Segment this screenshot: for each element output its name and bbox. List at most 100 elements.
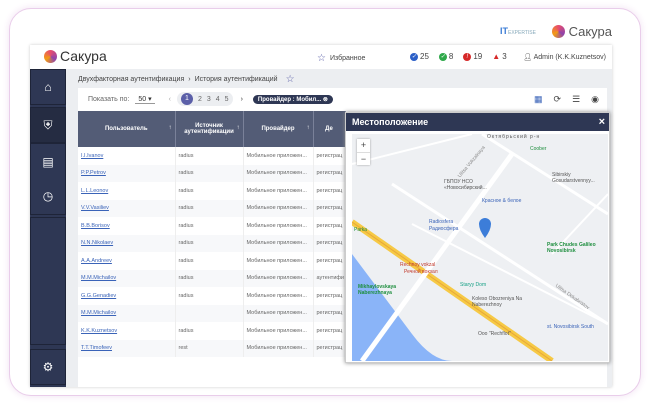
cell-source: radius [175,269,244,287]
gear-icon: ⚙ [42,360,54,374]
cell-action: регистрац [313,234,346,252]
cell-provider: Мобильное приложен... [243,252,314,270]
table-row[interactable]: L.L.Leonov radius Мобильное приложен... рег… [78,182,346,200]
cell-user: V.V.Vasiliev [78,199,176,217]
cell-provider: Мобильное приложен... [243,147,314,165]
cell-provider: Мобильное приложен... [243,234,314,252]
table-row[interactable]: B.B.Borisov radius Мобильное приложен... ре… [78,217,346,235]
cell-provider: Мобильное приложен... [243,322,314,340]
page-size-select[interactable]: 50 ▾ [135,95,155,104]
view-icon[interactable]: ◉ [591,94,599,104]
sidebar-empty [30,217,66,345]
map-label: Речной вокзал [404,269,438,275]
brand-logo-top: Сакура [551,24,612,39]
table-row[interactable]: G.G.Genadiev radius Мобильное приложен... р… [78,287,346,305]
table-row[interactable]: I.I.Ivanov radius Мобильное приложен... рег… [78,147,346,165]
refresh-icon[interactable]: ⟳ [553,94,562,104]
sidebar: ⌂ ⛨ ▤ ◷ ⚙ [30,69,66,387]
user-menu[interactable]: 👤︎ Admin (K.K.Kuznetsov) [523,54,606,61]
user-link[interactable]: N.N.Nikolaev [81,240,114,247]
user-link[interactable]: I.I.Ivanov [81,152,104,159]
next-page-button[interactable]: › [240,95,243,103]
status-counts: ✓ 25 ✓ 8 ! 19 ▲ 3 [410,52,507,61]
user-link[interactable]: P.P.Petrov [81,170,106,177]
cell-source: rest [175,339,244,357]
app-logo[interactable]: Сакура [44,48,107,64]
favorites-link[interactable]: ☆ Избранное [317,53,366,64]
user-link[interactable]: T.T.Timofeev [81,345,112,352]
count-warning[interactable]: ▲ 3 [492,52,507,61]
sidebar-settings[interactable]: ⚙ [30,349,66,385]
table-row[interactable]: K.K.Kuznetsov radius Мобильное приложен...… [78,322,346,340]
cell-provider: Мобильное приложен... [243,217,314,235]
user-link[interactable]: V.V.Vasiliev [81,205,109,212]
zoom-in-button[interactable]: + [357,139,370,153]
warning-icon: ▲ [492,52,501,61]
star-icon[interactable]: ☆ [285,74,295,85]
page-button[interactable]: 5 [224,95,229,103]
cell-user: T.T.Timofeev [78,339,176,357]
column-header-action[interactable]: Де [313,111,346,147]
map-label: Sibirskiy Gosudarstvennyy... [552,172,595,184]
breadcrumb-item[interactable]: Двухфакторная аутентификация [78,76,185,83]
map-label: ГБПОУ НСО «Новосибирский... [444,179,487,191]
sidebar-home[interactable]: ⌂ [30,69,66,105]
user-link[interactable]: G.G.Genadiev [81,292,117,299]
top-bar: Сакура ☆ Избранное ✓ 25 ✓ 8 ! 19 ▲ 3 👤︎ Admin… [30,45,612,69]
sidebar-security[interactable]: ⛨ [30,107,66,143]
user-link[interactable]: K.K.Kuznetsov [81,327,118,334]
count-info[interactable]: ✓ 25 [410,52,429,61]
count-success[interactable]: ✓ 8 [438,52,454,61]
column-header-user[interactable]: Пользователь ↑ [78,111,176,147]
cell-source: radius [175,164,244,182]
user-link[interactable]: L.L.Leonov [81,187,109,194]
column-header-source[interactable]: Источник аутентификации ↑ [175,111,244,147]
cell-source: radius [175,217,244,235]
map-label: Parka [354,227,368,233]
cell-provider: Мобильное приложен... [243,339,314,357]
page-button[interactable]: 1 [180,93,193,105]
table-row[interactable]: A.A.Andreev radius Мобильное приложен... ре… [78,252,346,270]
column-header-provider[interactable]: Провайдер ↑ [243,111,314,147]
table-row[interactable]: V.V.Vasiliev radius Мобильное приложен... р… [78,199,346,217]
user-link[interactable]: M.M.Michailov [81,310,117,317]
table-row[interactable]: M.M.Michailov radius Мобильное приложен...… [78,269,346,287]
filter-chip[interactable]: Провайдер : Мобил... ⊗ [252,94,333,104]
user-link[interactable]: B.B.Borisov [81,222,110,229]
export-xls-icon[interactable]: ▦ [534,94,543,104]
breadcrumb-current: История аутентификаций [194,76,278,83]
sidebar-journal[interactable]: ▤ [30,143,66,179]
columns-icon[interactable]: ☰ [572,94,581,104]
clock-icon: ◷ [42,188,54,203]
cell-action: регистрац [313,147,346,165]
page-button[interactable]: 4 [215,95,220,103]
cell-source: radius [175,287,244,305]
page-button[interactable]: 2 [197,95,202,103]
zoom-out-button[interactable]: − [360,154,367,164]
table-row[interactable]: T.T.Timofeev rest Мобильное приложен... рег… [78,339,346,357]
cell-action: регистрац [313,182,346,200]
table-row[interactable]: M.M.Michailov Мобильное приложен... регист… [78,304,346,322]
count-error[interactable]: ! 19 [463,52,482,61]
page-button[interactable]: 3 [206,95,211,103]
table-row[interactable]: P.P.Petrov radius Мобильное приложен... рег… [78,164,346,182]
user-link[interactable]: A.A.Andreev [81,257,112,264]
map-label: Radiosfera [429,219,454,225]
map-label: Coober [530,146,547,152]
prev-page-button[interactable]: ‹ [168,95,171,103]
popup-title: Местоположение [352,117,429,127]
cell-provider: Мобильное приложен... [243,269,314,287]
auth-history-table: Пользователь ↑ Источник аутентификации ↑ П… [78,111,346,357]
cell-action: регистрац [313,322,346,340]
user-icon: 👤︎ [523,54,534,61]
location-pin-icon [479,218,491,238]
cell-provider: Мобильное приложен... [243,199,314,217]
cell-user: N.N.Nikolaev [78,234,176,252]
map[interactable]: + − Октябрьский р-н Coober ГБПОУ НСО «Но… [352,134,608,361]
user-link[interactable]: M.M.Michailov [81,275,117,282]
map-label: Park Chudes Galileo Novosibirsk [547,242,596,254]
cell-source [175,304,244,322]
sidebar-history[interactable]: ◷ [30,177,66,215]
table-row[interactable]: N.N.Nikolaev radius Мобильное приложен... р… [78,234,346,252]
close-button[interactable]: × [598,116,605,128]
